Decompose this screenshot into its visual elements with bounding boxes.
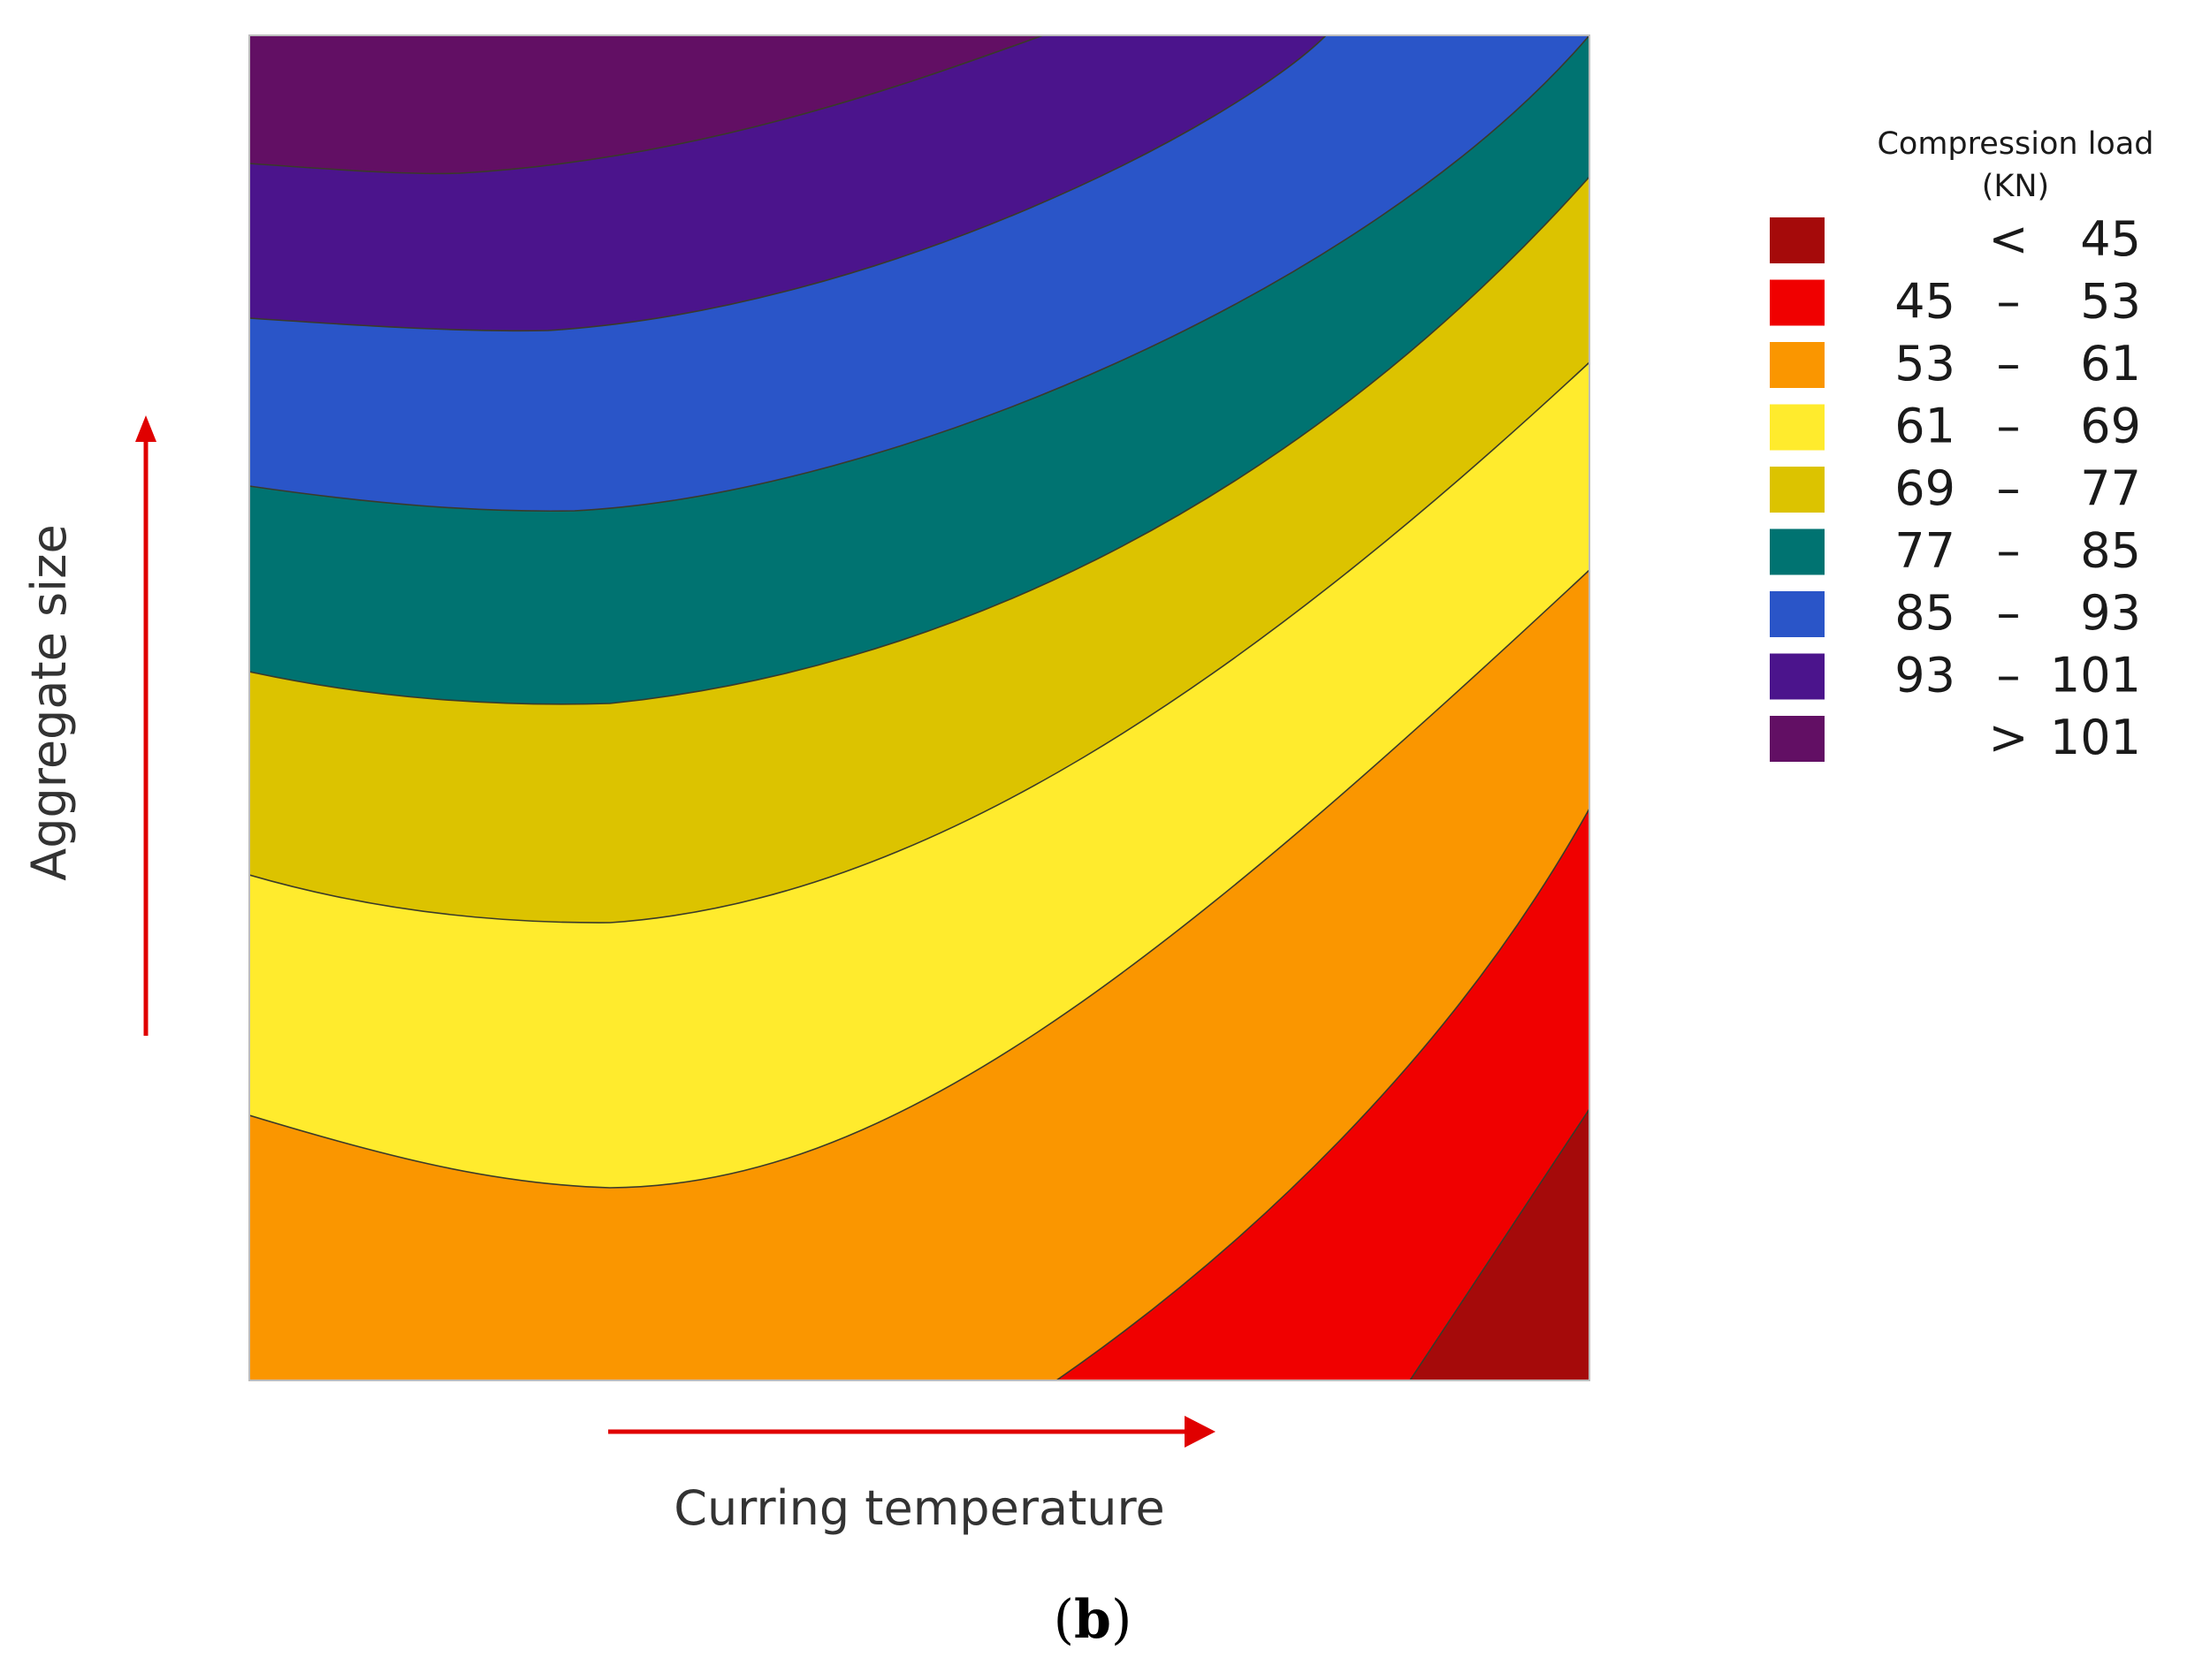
legend-entry: 77– 85 xyxy=(1770,523,2141,579)
contour-band-53-61 xyxy=(249,570,1589,1380)
legend-range-high: 69 xyxy=(2080,399,2141,454)
contour-line-77 xyxy=(249,176,1589,705)
legend-swatch xyxy=(1770,591,1825,637)
legend-range-separator: – xyxy=(1997,523,2021,579)
legend-range-separator: – xyxy=(1997,336,2021,391)
legend: Compression load (KN) <4545–5353–6161–69… xyxy=(1770,126,2154,765)
legend-range-separator: – xyxy=(1997,460,2021,516)
legend-range-high: 45 xyxy=(2080,211,2141,267)
legend-entry: 53– 61 xyxy=(1770,336,2141,391)
legend-range-low: 45 xyxy=(1894,274,1955,330)
legend-entries: <4545–5353–6161–6969–7777–8585–9393–101>… xyxy=(1770,211,2141,765)
legend-range-low: 93 xyxy=(1894,648,1955,703)
contour-line-69 xyxy=(249,361,1589,924)
legend-range-high: 101 xyxy=(2050,710,2141,765)
panel-label: (b) xyxy=(1054,1589,1132,1651)
legend-range-separator: < xyxy=(1988,211,2028,267)
legend-swatch xyxy=(1770,528,1825,575)
legend-range-high: 101 xyxy=(2050,648,2141,703)
legend-title-line2: (KN) xyxy=(1982,169,2049,204)
legend-range-high: 85 xyxy=(2080,523,2141,579)
contour-band-45-53 xyxy=(249,809,1589,1380)
legend-range-low: 77 xyxy=(1894,523,1955,579)
contour-line-45 xyxy=(1409,1108,1589,1380)
panel-label-letter: b xyxy=(1074,1589,1111,1651)
legend-swatch xyxy=(1770,653,1825,700)
legend-range-low: 61 xyxy=(1894,399,1955,454)
legend-range-separator: – xyxy=(1997,274,2021,330)
y-axis-arrow xyxy=(135,415,156,1036)
legend-swatch xyxy=(1770,404,1825,451)
contour-line-61 xyxy=(249,569,1589,1189)
legend-swatch xyxy=(1770,279,1825,326)
legend-entry: 85– 93 xyxy=(1770,585,2141,641)
legend-title-line1: Compression load xyxy=(1877,126,2153,162)
legend-range-separator: – xyxy=(1997,585,2021,641)
legend-entry: 69– 77 xyxy=(1770,460,2141,516)
contour-line-53 xyxy=(1055,808,1589,1380)
legend-entry: >101 xyxy=(1770,710,2141,765)
legend-swatch xyxy=(1770,467,1825,513)
legend-range-high: 77 xyxy=(2080,460,2141,516)
x-axis-arrow xyxy=(608,1416,1215,1448)
legend-range-high: 53 xyxy=(2080,274,2141,330)
legend-entry: 45– 53 xyxy=(1770,274,2141,330)
legend-range-high: 61 xyxy=(2080,336,2141,391)
legend-range-high: 93 xyxy=(2080,585,2141,641)
legend-swatch xyxy=(1770,716,1825,762)
legend-range-low: 85 xyxy=(1894,585,1955,641)
contour-line-93 xyxy=(249,35,1327,332)
legend-swatch xyxy=(1770,342,1825,388)
legend-swatch xyxy=(1770,217,1825,263)
legend-range-low: 53 xyxy=(1894,336,1955,391)
legend-range-low: 69 xyxy=(1894,460,1955,516)
legend-entry: 61– 69 xyxy=(1770,399,2141,454)
legend-entry: <45 xyxy=(1770,211,2141,267)
x-axis-label: Curring temperature xyxy=(674,1480,1164,1536)
legend-entry: 93–101 xyxy=(1770,648,2141,703)
legend-range-separator: – xyxy=(1997,648,2021,703)
contour-line-85 xyxy=(249,35,1589,513)
legend-range-separator: > xyxy=(1988,710,2028,765)
legend-range-separator: – xyxy=(1997,399,2021,454)
plot-frame xyxy=(248,34,1590,1381)
contour-bands xyxy=(249,35,1589,1380)
contour-line-101 xyxy=(249,35,1044,175)
y-axis-label: Aggregate size xyxy=(21,524,77,880)
